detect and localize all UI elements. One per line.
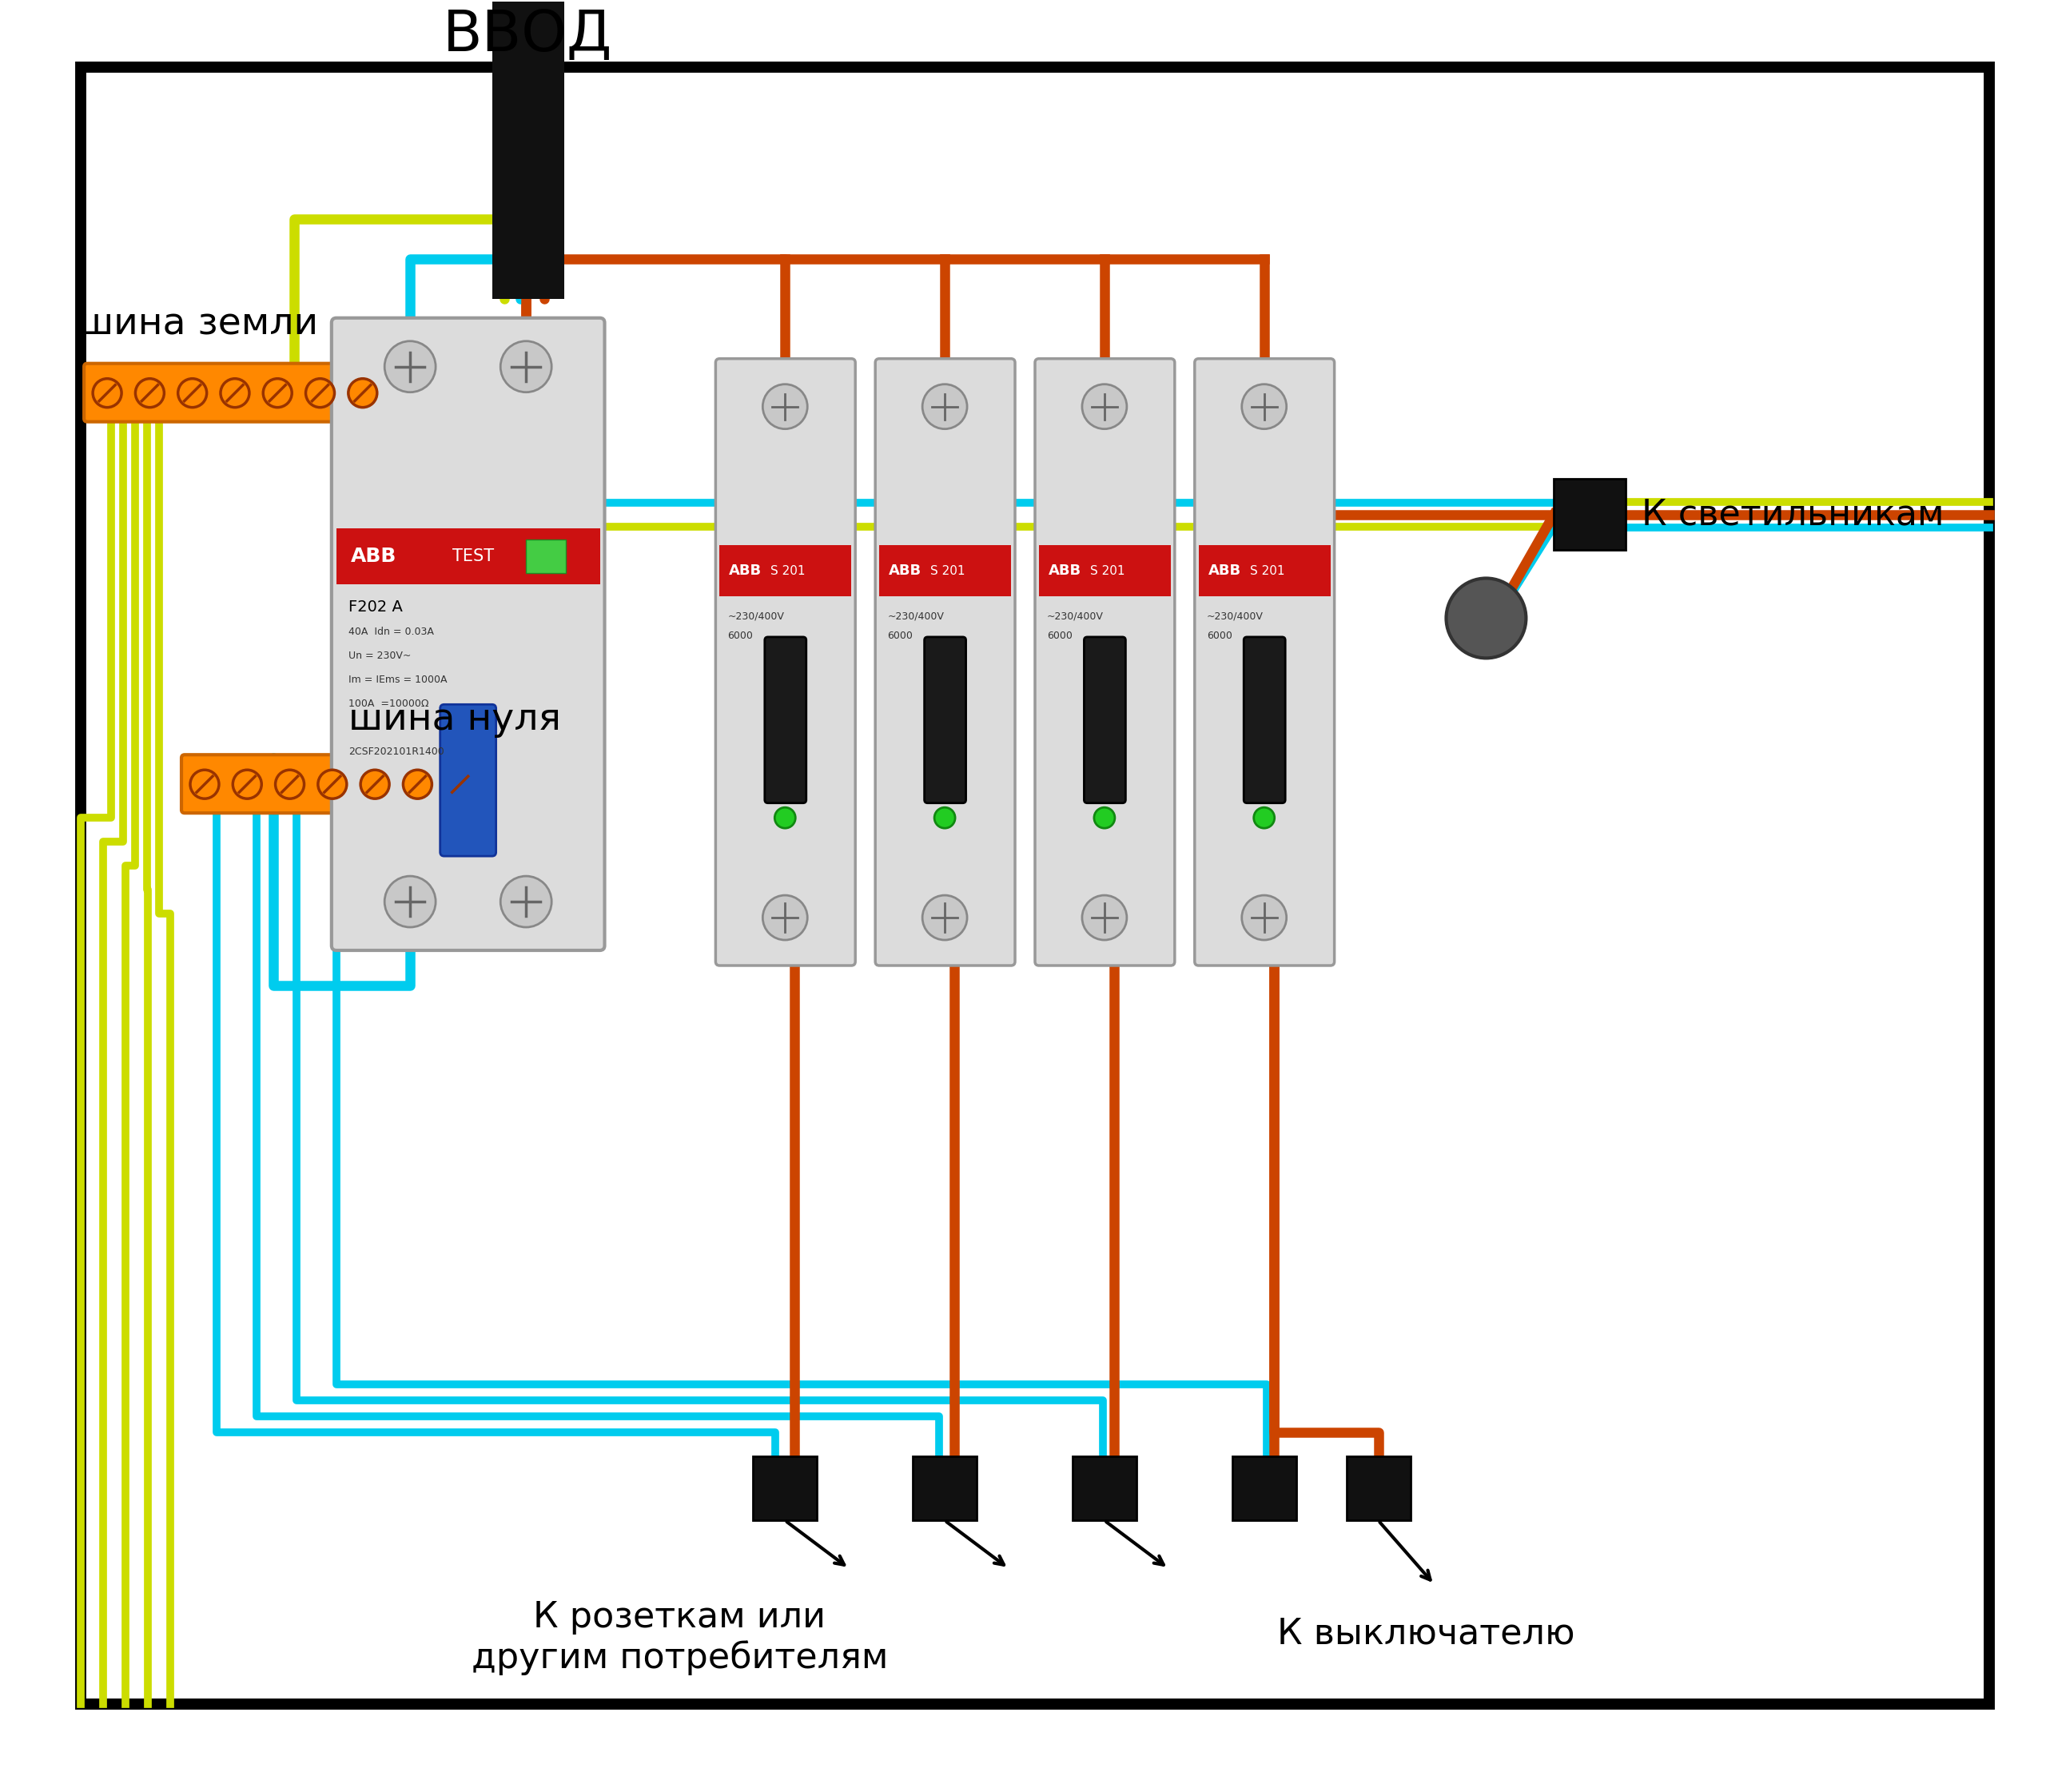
Circle shape xyxy=(1242,896,1287,941)
Circle shape xyxy=(276,771,305,799)
Circle shape xyxy=(923,896,968,941)
Text: ~230/400V: ~230/400V xyxy=(1048,611,1103,622)
Text: К выключателю: К выключателю xyxy=(1277,1616,1575,1650)
Circle shape xyxy=(935,808,955,828)
Circle shape xyxy=(360,771,389,799)
Circle shape xyxy=(178,378,207,407)
Bar xyxy=(1199,545,1330,597)
Text: 6000: 6000 xyxy=(1207,631,1232,642)
Circle shape xyxy=(221,378,250,407)
Text: ABB: ABB xyxy=(1209,563,1242,579)
Circle shape xyxy=(763,896,808,941)
Circle shape xyxy=(923,383,968,428)
Bar xyxy=(336,529,599,584)
FancyBboxPatch shape xyxy=(1244,636,1285,803)
Text: S 201: S 201 xyxy=(931,564,966,577)
Circle shape xyxy=(775,808,796,828)
Circle shape xyxy=(264,378,293,407)
Text: S 201: S 201 xyxy=(771,564,806,577)
Text: 40A  Idn = 0.03A: 40A Idn = 0.03A xyxy=(348,627,434,638)
FancyBboxPatch shape xyxy=(925,636,966,803)
Text: 100A  =10000Ω: 100A =10000Ω xyxy=(348,699,428,710)
Bar xyxy=(880,545,1011,597)
FancyBboxPatch shape xyxy=(331,317,606,950)
FancyBboxPatch shape xyxy=(1084,636,1125,803)
Bar xyxy=(491,2,565,299)
Text: К розеткам или
другим потребителям: К розеткам или другим потребителям xyxy=(471,1600,888,1676)
Bar xyxy=(1039,545,1170,597)
Text: ABB: ABB xyxy=(888,563,923,579)
Bar xyxy=(753,1457,816,1520)
Bar xyxy=(526,539,565,573)
Circle shape xyxy=(317,771,346,799)
Bar xyxy=(720,545,851,597)
Text: ВВОД: ВВОД xyxy=(444,7,614,63)
Text: Im = IEms = 1000A: Im = IEms = 1000A xyxy=(348,676,446,685)
Circle shape xyxy=(1447,579,1526,658)
Circle shape xyxy=(501,876,552,926)
Circle shape xyxy=(1095,808,1115,828)
FancyBboxPatch shape xyxy=(716,358,855,966)
FancyBboxPatch shape xyxy=(182,754,483,814)
Text: S 201: S 201 xyxy=(1250,564,1285,577)
Text: ~230/400V: ~230/400V xyxy=(888,611,943,622)
Circle shape xyxy=(403,771,432,799)
Text: ~230/400V: ~230/400V xyxy=(1207,611,1262,622)
Circle shape xyxy=(92,378,121,407)
Circle shape xyxy=(501,340,552,392)
Circle shape xyxy=(135,378,164,407)
FancyBboxPatch shape xyxy=(1195,358,1334,966)
Bar xyxy=(1072,1457,1136,1520)
Text: ABB: ABB xyxy=(728,563,761,579)
FancyBboxPatch shape xyxy=(765,636,806,803)
Circle shape xyxy=(190,771,219,799)
FancyBboxPatch shape xyxy=(440,704,495,857)
Circle shape xyxy=(446,771,475,799)
Text: ABB: ABB xyxy=(1048,563,1082,579)
Circle shape xyxy=(305,378,333,407)
Circle shape xyxy=(1254,808,1275,828)
Bar xyxy=(1232,1457,1295,1520)
Bar xyxy=(913,1457,976,1520)
Circle shape xyxy=(1082,896,1127,941)
Text: шина земли: шина земли xyxy=(80,306,319,342)
Circle shape xyxy=(763,383,808,428)
Text: 2CSF202101R1400: 2CSF202101R1400 xyxy=(348,747,444,758)
Text: TEST: TEST xyxy=(452,548,495,564)
Text: F202 A: F202 A xyxy=(348,599,403,615)
Circle shape xyxy=(1082,383,1127,428)
Text: шина нуля: шина нуля xyxy=(348,702,561,738)
FancyBboxPatch shape xyxy=(84,364,387,421)
Text: К светильникам: К светильникам xyxy=(1641,496,1944,532)
Text: 6000: 6000 xyxy=(1048,631,1072,642)
Bar xyxy=(1555,478,1627,550)
Circle shape xyxy=(385,340,436,392)
Text: 6000: 6000 xyxy=(888,631,913,642)
FancyBboxPatch shape xyxy=(876,358,1015,966)
Text: 6000: 6000 xyxy=(728,631,753,642)
Text: S 201: S 201 xyxy=(1091,564,1125,577)
Bar xyxy=(1346,1457,1410,1520)
Circle shape xyxy=(1242,383,1287,428)
Text: Un = 230V~: Un = 230V~ xyxy=(348,650,411,661)
FancyBboxPatch shape xyxy=(1035,358,1174,966)
Text: ~230/400V: ~230/400V xyxy=(728,611,784,622)
Circle shape xyxy=(348,378,376,407)
Circle shape xyxy=(233,771,262,799)
Circle shape xyxy=(385,876,436,926)
Text: ABB: ABB xyxy=(350,547,397,566)
